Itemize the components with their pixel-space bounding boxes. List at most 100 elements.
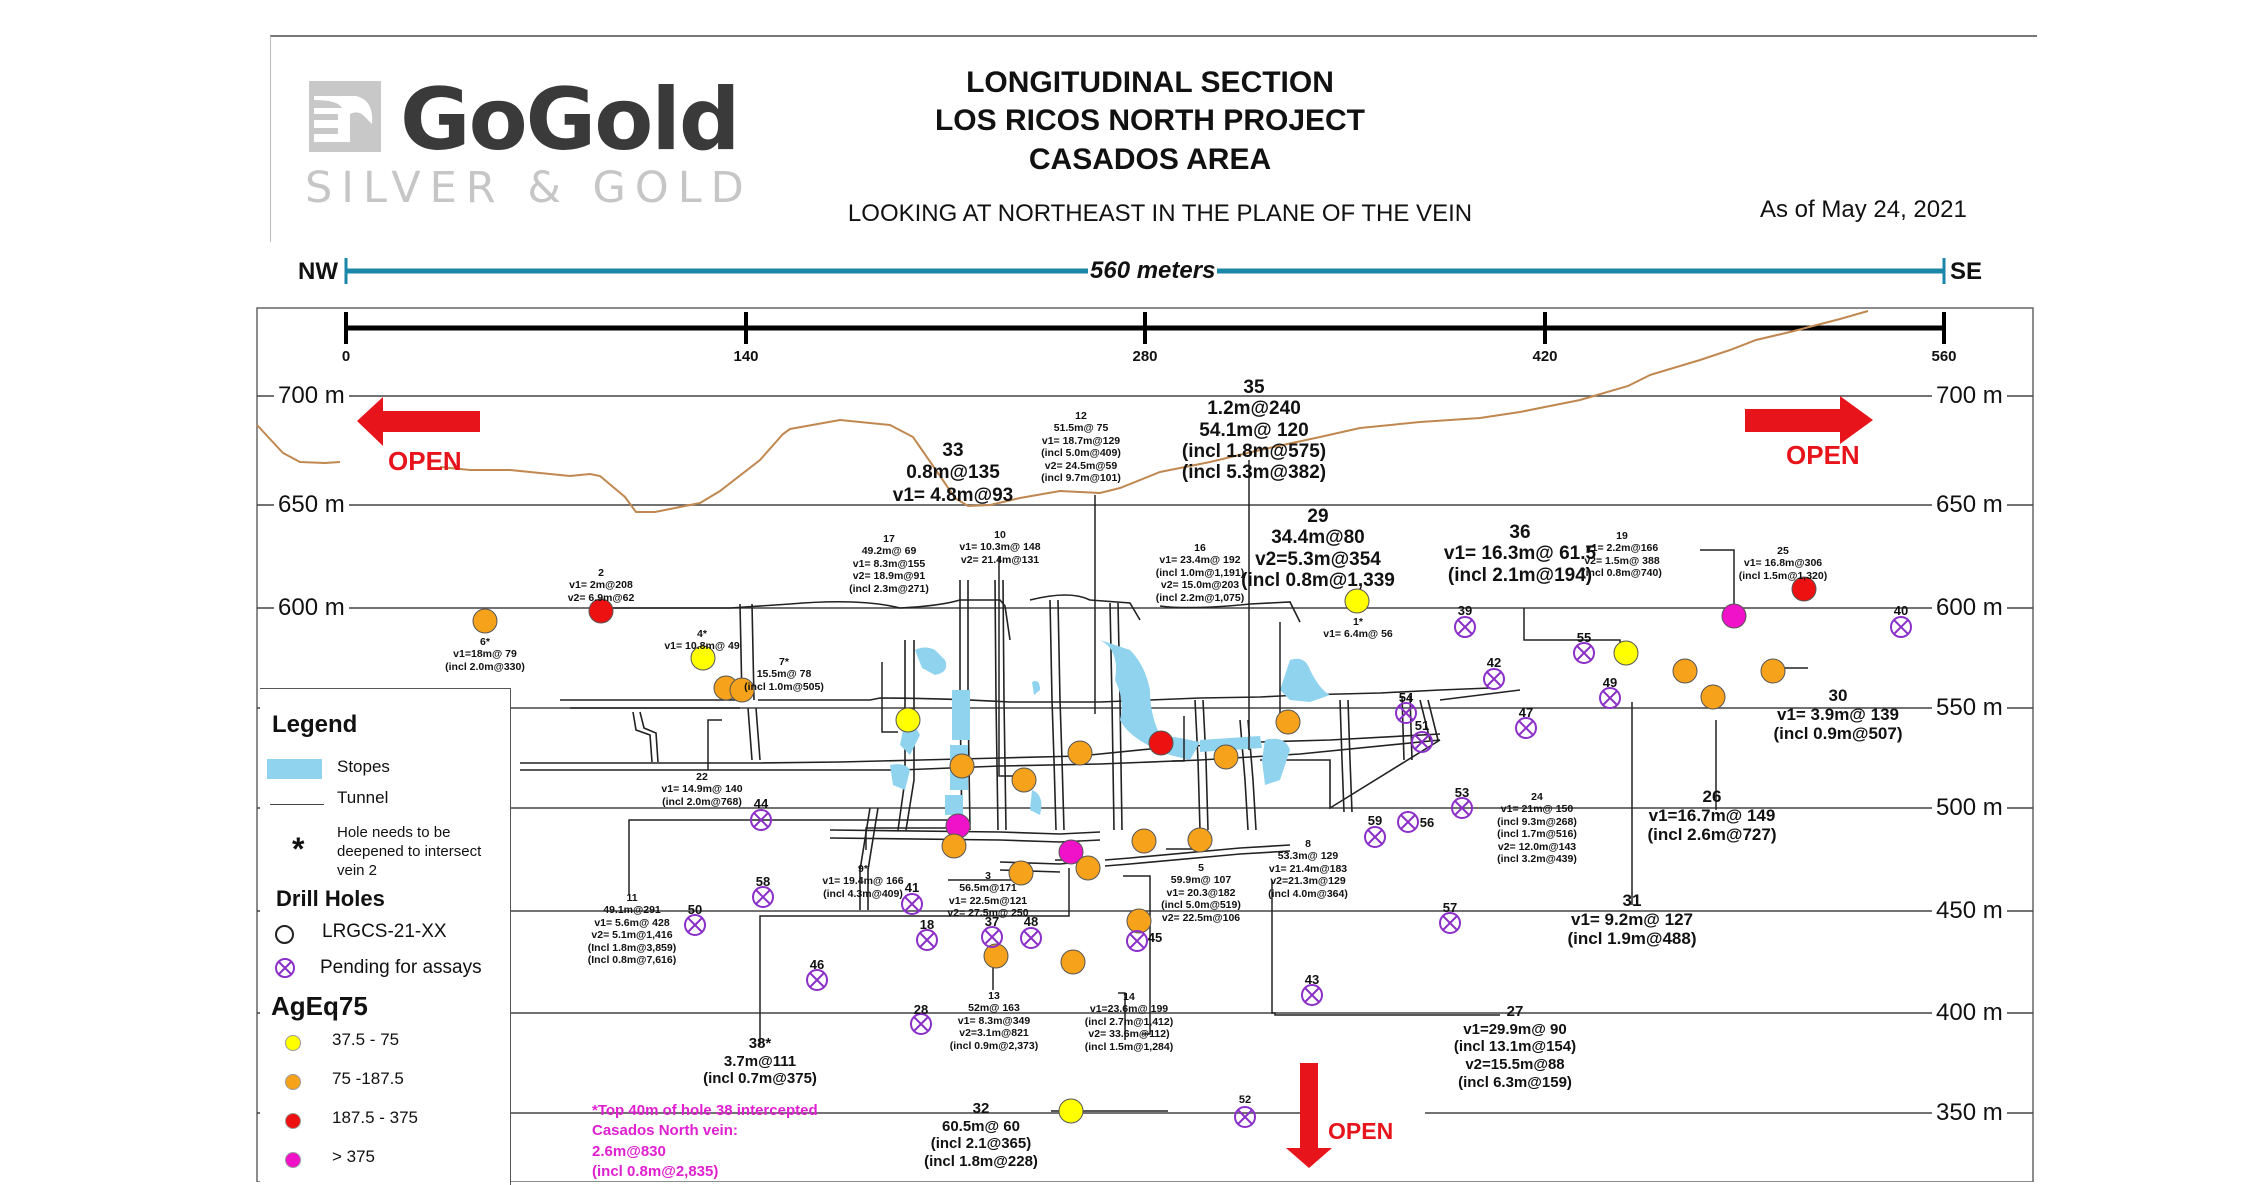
hole-label-19: 19 v1= 2.2m@166 v2= 1.5m@ 388 (incl 0.8m… [1582, 530, 1662, 580]
grade-range-2: 75 -187.5 [332, 1069, 404, 1088]
hole-5 [1075, 855, 1101, 881]
hole-circle-icon [275, 925, 294, 944]
stope-swatch [267, 759, 322, 779]
pending-label-18: 18 [919, 917, 935, 932]
as-of-date: As of May 24, 2021 [1760, 196, 1967, 223]
hole-label-11: 11 49.1m@291 v1= 5.6m@ 428 v2= 5.1m@1,41… [587, 892, 677, 966]
hole-label-25: 25 v1= 16.8m@306 (incl 1.5m@1,320) [1738, 545, 1828, 582]
hole-27 [1126, 908, 1152, 934]
hole-7 [729, 677, 755, 703]
hole-label-32: 32 60.5m@ 60 (incl 2.1@365) (incl 1.8m@2… [924, 1100, 1038, 1171]
pending-label-59: 59 [1367, 813, 1383, 828]
logo-wordmark: GoGold [400, 70, 740, 170]
pending-label-55: 55 [1576, 630, 1592, 645]
elev-right-700: 700 m [1932, 382, 2007, 410]
legend-title: Legend [272, 711, 358, 738]
hole-1 [1344, 588, 1370, 614]
legend-hole-series: LRGCS-21-XX [322, 921, 447, 942]
pending-label-49: 49 [1602, 675, 1618, 690]
hole-33 [949, 753, 975, 779]
x-tick-280: 280 [1132, 348, 1158, 365]
pending-54 [1395, 702, 1417, 724]
asterisk-icon: * [292, 831, 305, 867]
hole-label-4: 4* v1= 10.8m@ 49 [664, 628, 740, 653]
hole-label-7: 7* 15.5m@ 78 (incl 1.0m@505) [744, 656, 824, 693]
pending-label-45: 45 [1147, 930, 1163, 945]
hole-label-33: 33 0.8m@135 v1= 4.8m@93 [892, 440, 1014, 506]
pending-label-43: 43 [1304, 972, 1320, 987]
hole-label-22: 22 v1= 14.9m@ 140 (incl 2.0m@768) [661, 771, 743, 808]
legend-stopes: Stopes [337, 757, 390, 776]
hole-36 [1613, 640, 1639, 666]
elev-left-600: 600 m [274, 594, 349, 622]
hole-label-2: 2 v1= 2m@208 v2= 6.9m@62 [567, 567, 635, 604]
pending-label-53: 53 [1454, 785, 1470, 800]
hole-31 [1672, 658, 1698, 684]
hole-16 [1148, 730, 1174, 756]
hole-30 [1760, 658, 1786, 684]
open-arrow-down-icon [1286, 1063, 1332, 1168]
pending-42 [1483, 668, 1505, 690]
pending-label-54: 54 [1398, 690, 1414, 705]
hole-26 [1700, 684, 1726, 710]
grade-red-icon [285, 1113, 301, 1129]
hole-label-14: 14 v1=23.6m@ 199 (incl 2.7m@1,412) v2= 3… [1084, 991, 1174, 1053]
pending-label-58: 58 [755, 874, 771, 889]
elev-left-700: 700 m [274, 382, 349, 410]
hole-38-note: *Top 40m of hole 38 intercepted Casados … [592, 1102, 818, 1180]
hole-label-30: 30 v1= 3.9m@ 139 (incl 0.9m@507) [1773, 686, 1903, 744]
tunnel-swatch [270, 804, 324, 805]
elev-right-350: 350 m [1932, 1099, 2007, 1127]
pending-18 [916, 929, 938, 951]
pending-51 [1411, 731, 1433, 753]
open-label-left: OPEN [388, 446, 462, 476]
pending-label-51: 51 [1414, 718, 1430, 733]
hole-12 [1067, 740, 1093, 766]
pending-label-47: 47 [1518, 705, 1534, 720]
leader-lines [628, 460, 1808, 1112]
pending-55 [1573, 642, 1595, 664]
open-arrow-left-icon [357, 397, 480, 446]
hole-8 [1131, 828, 1157, 854]
grade-magenta-icon [285, 1152, 301, 1168]
title-line-1: LONGITUDINAL SECTION [966, 66, 1334, 99]
hole-label-31: 31 v1= 9.2m@ 127 (incl 1.9m@488) [1567, 891, 1697, 949]
grade-orange-icon [285, 1074, 301, 1090]
elev-right-450: 450 m [1932, 897, 2007, 925]
pending-label-52: 52 [1238, 1094, 1252, 1106]
hole-label-10: 10 v1= 10.3m@ 148 v2= 21.4m@131 [959, 529, 1041, 566]
elev-right-500: 500 m [1932, 794, 2007, 822]
pending-46 [806, 969, 828, 991]
scale-nw-label: NW [298, 258, 338, 285]
topography-line [256, 424, 341, 465]
hole-label-35: 35 1.2m@240 54.1m@ 120 (incl 1.8m@575) (… [1181, 377, 1327, 484]
title-line-2: LOS RICOS NORTH PROJECT [934, 104, 1366, 137]
x-tick-140: 140 [733, 348, 759, 365]
hole-label-24: 24 v1= 21m@ 150 (incl 9.3m@268) (incl 1.… [1497, 791, 1577, 865]
pending-48 [1020, 927, 1042, 949]
hole-label-36: 36 v1= 16.3m@ 61.5 (incl 2.1m@194) [1443, 522, 1597, 586]
grade-range-3: 187.5 - 375 [332, 1108, 419, 1127]
hole-label-9: 9* v1= 19.4m@ 166 (incl 4.3m@409) [822, 863, 904, 900]
open-arrow-right-icon [1745, 396, 1873, 444]
grade-title: AgEq75 [271, 991, 368, 1021]
grade-range-4: > 375 [332, 1147, 376, 1166]
pending-label-46: 46 [809, 957, 825, 972]
pending-47 [1515, 717, 1537, 739]
grade-yellow-icon [285, 1035, 301, 1051]
hole-3 [1008, 860, 1034, 886]
eagle-icon [309, 81, 381, 152]
pending-50 [684, 914, 706, 936]
scale-length-label: 560 meters [1088, 257, 1218, 285]
pending-53 [1451, 797, 1473, 819]
hole-13 [1058, 839, 1084, 865]
hole-label-6: 6* v1=18m@ 79 (incl 2.0m@330) [445, 636, 525, 673]
elev-right-600: 600 m [1932, 594, 2007, 622]
hole-10 [1011, 767, 1037, 793]
view-direction: LOOKING AT NORTHEAST IN THE PLANE OF THE… [847, 200, 1473, 227]
hole-label-5: 5 59.9m@ 107 v1= 20.3@182 (incl 5.0m@519… [1161, 862, 1241, 924]
hole-label-38: 38* 3.7m@111 (incl 0.7m@375) [703, 1035, 817, 1088]
hole-19 [1721, 603, 1747, 629]
pending-label-44: 44 [753, 796, 769, 811]
